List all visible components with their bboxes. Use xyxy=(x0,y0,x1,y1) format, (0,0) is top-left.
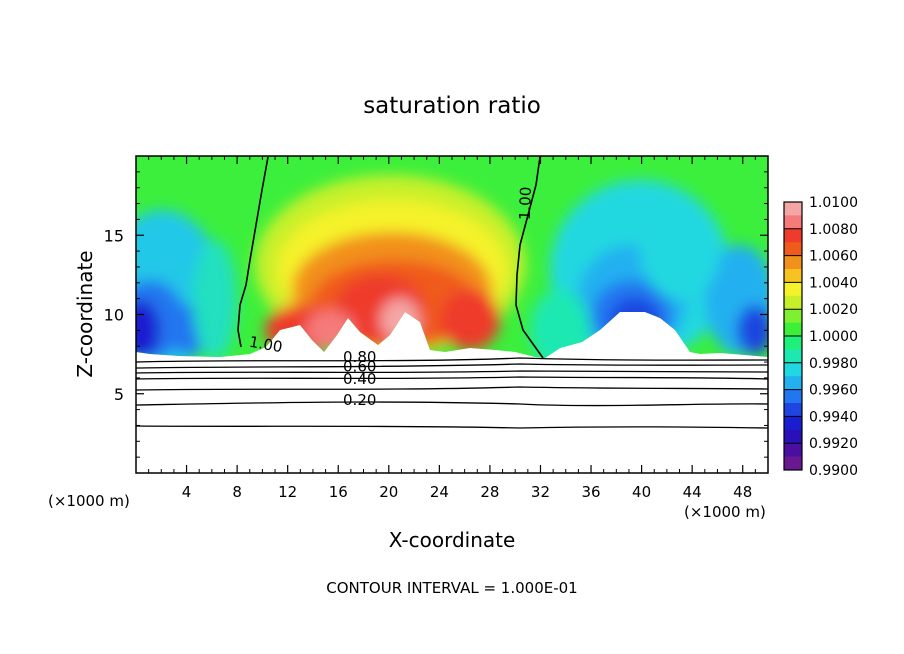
colorbar-swatch xyxy=(784,389,802,404)
colorbar-swatch xyxy=(784,376,802,391)
colorbar-label: 0.9960 xyxy=(809,383,858,399)
contour-interval-note: CONTOUR INTERVAL = 1.000E-01 xyxy=(326,579,577,597)
x-tick-label: 4 xyxy=(182,483,192,501)
contour-label: 0.40 xyxy=(343,370,376,388)
contour-line-1-00-right xyxy=(515,156,544,359)
colorbar-label: 1.0100 xyxy=(809,195,858,211)
x-tick-label: 16 xyxy=(329,483,348,501)
x-tick-label: 48 xyxy=(733,483,752,501)
colorbar-swatch xyxy=(784,269,802,283)
colorbar-swatch xyxy=(784,255,802,270)
colorbar-swatch xyxy=(784,202,802,216)
x-tick-label: 40 xyxy=(632,483,651,501)
colorbar-swatch xyxy=(784,228,802,243)
x-tick-label: 8 xyxy=(232,483,242,501)
contour-label: 1.00 xyxy=(516,186,535,220)
colorbar-label: 1.0000 xyxy=(809,329,858,345)
x-axis-label: X-coordinate xyxy=(389,528,516,552)
low-contours xyxy=(136,357,768,429)
colorbar-swatch xyxy=(784,349,802,364)
colorbar-swatch xyxy=(784,429,802,444)
colorbar-swatch xyxy=(784,456,802,471)
x-tick-label: 44 xyxy=(683,483,702,501)
colorbar-swatch xyxy=(784,309,802,324)
colorbar: 1.0100 1.0080 1.0060 1.0040 1.0020 1.0000 0.99… xyxy=(783,195,858,479)
colorbar-swatch xyxy=(784,336,802,350)
heatmap-field xyxy=(136,156,768,473)
colorbar-label: 0.9940 xyxy=(809,409,858,425)
x-unit-left: (×1000 m) xyxy=(48,492,130,510)
colorbar-label: 0.9920 xyxy=(809,436,858,452)
y-axis: 5 10 15 xyxy=(104,171,768,458)
colorbar-swatch xyxy=(784,443,802,458)
colorbar-swatch xyxy=(784,295,802,310)
x-tick-label: 24 xyxy=(430,483,449,501)
x-axis: 4 8 12 16 20 24 28 32 36 40 44 48 xyxy=(148,156,756,501)
y-tick-label: 5 xyxy=(114,385,124,404)
contour-labels: 1.00 1.00 0.800.600.40 0.20 xyxy=(248,186,535,408)
colorbar-swatch xyxy=(784,215,802,230)
x-tick-label: 28 xyxy=(480,483,499,501)
x-unit-right: (×1000 m) xyxy=(684,503,766,521)
colorbar-swatch xyxy=(784,362,802,377)
chart-title: saturation ratio xyxy=(363,93,541,119)
x-tick-label: 36 xyxy=(581,483,600,501)
x-tick-label: 32 xyxy=(531,483,550,501)
colorbar-label: 0.9980 xyxy=(809,356,858,372)
colorbar-label: 0.9900 xyxy=(809,463,858,479)
contour-label: 0.20 xyxy=(343,391,376,409)
contour-label: 0.80 xyxy=(343,348,376,366)
y-tick-label: 15 xyxy=(104,226,124,245)
colorbar-swatch xyxy=(784,282,802,297)
colorbar-swatch xyxy=(784,403,802,417)
colorbar-swatch xyxy=(784,322,802,337)
colorbar-label: 1.0020 xyxy=(809,302,858,318)
contour-label: 1.00 xyxy=(248,333,284,357)
y-tick-label: 10 xyxy=(104,306,124,325)
contour-label: 0.60 xyxy=(343,358,376,376)
y-axis-label: Z-coordinate xyxy=(73,250,97,377)
colorbar-swatch xyxy=(784,416,802,431)
colorbar-label: 1.0040 xyxy=(809,275,858,291)
x-tick-label: 20 xyxy=(379,483,398,501)
x-tick-label: 12 xyxy=(278,483,297,501)
contour-line-1-00-left xyxy=(237,156,269,348)
colorbar-swatch xyxy=(784,242,802,257)
colorbar-label: 1.0080 xyxy=(809,222,858,238)
colorbar-label: 1.0060 xyxy=(809,249,858,265)
